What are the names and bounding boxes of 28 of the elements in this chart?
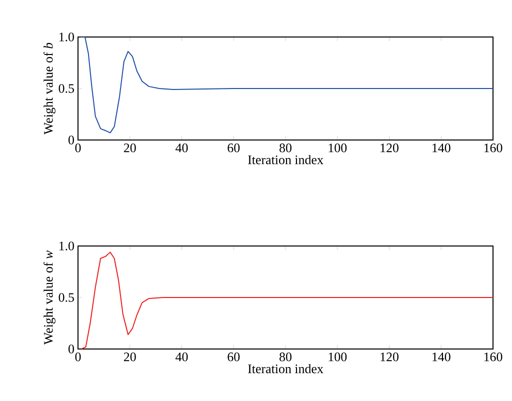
y-tick-label: 1.0 <box>59 32 74 42</box>
x-tick-label: 100 <box>328 352 347 362</box>
y-axis-title: Weight value of b <box>44 42 56 135</box>
y-tick-label: 0.5 <box>58 84 74 93</box>
x-tick-label: 20 <box>124 144 136 152</box>
x-tick-label: 120 <box>380 352 398 362</box>
x-tick-label: 40 <box>176 144 188 152</box>
x-axis-title: Iteration index <box>248 155 324 164</box>
x-axis-title: Iteration index <box>248 364 324 374</box>
x-tick-label: 140 <box>432 144 450 152</box>
x-tick-label: 160 <box>484 352 502 362</box>
x-tick-label: 160 <box>484 144 502 152</box>
x-tick-label: 100 <box>328 144 347 152</box>
y-tick-label: 1.0 <box>59 242 74 250</box>
x-tick-label: 0 <box>75 352 81 362</box>
x-tick-label: 60 <box>228 144 240 152</box>
y-tick-label: 0 <box>68 136 74 144</box>
x-tick-label: 80 <box>280 352 292 362</box>
x-tick-label: 40 <box>176 352 188 362</box>
y-axis-title: Weight value of w <box>44 250 56 345</box>
y-tick-label: 0 <box>68 344 74 354</box>
x-tick-label: 60 <box>228 352 240 362</box>
x-tick-label: 140 <box>432 352 450 362</box>
y-tick-label: 0.5 <box>58 293 74 302</box>
x-tick-label: 20 <box>124 352 136 362</box>
x-tick-label: 80 <box>280 144 292 152</box>
x-tick-label: 120 <box>380 144 398 152</box>
x-tick-label: 0 <box>75 144 81 152</box>
